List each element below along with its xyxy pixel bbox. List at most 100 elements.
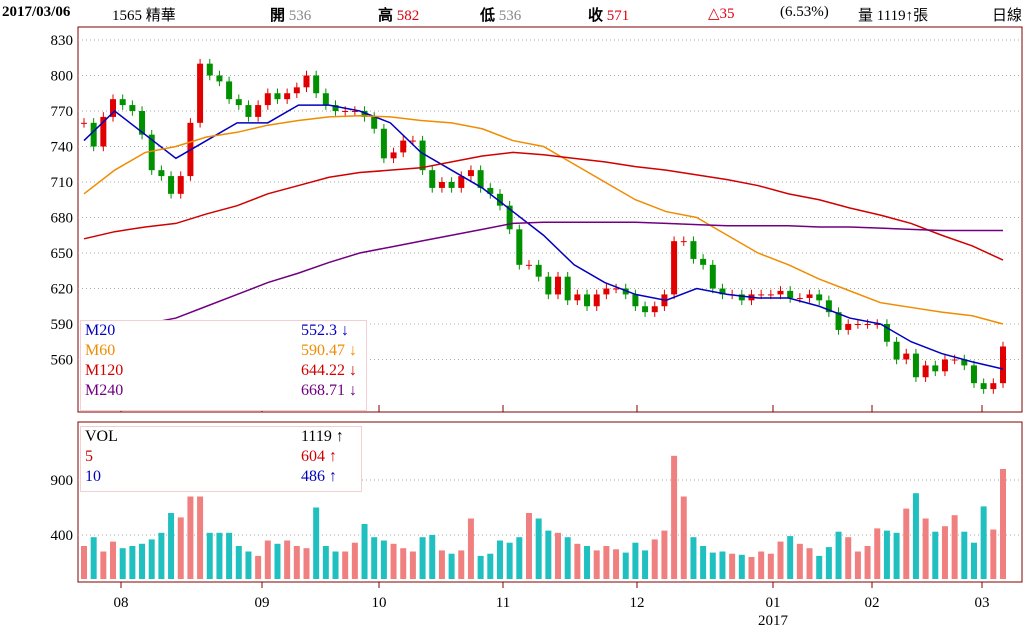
candle [690, 241, 697, 259]
volume-bar [584, 546, 591, 579]
volume-bar [361, 524, 368, 579]
candle [564, 276, 571, 301]
candle [129, 105, 136, 111]
volume-legend: VOL 1119 ↑ 5 604 ↑ 10 486 ↑ [80, 426, 362, 492]
candle [709, 264, 716, 289]
candle [825, 300, 832, 313]
volume: 量 1119↑張 [858, 8, 929, 24]
volume-bar [806, 548, 813, 579]
volume-bar [284, 540, 291, 579]
x-tick-label: 03 [975, 595, 990, 611]
candle [680, 241, 687, 243]
volume-bar [922, 518, 929, 579]
volume-bar [729, 553, 736, 579]
candle [545, 276, 552, 295]
volume-bar [158, 532, 165, 579]
period[interactable]: 日線 [992, 8, 1023, 24]
legend-name: M240 [85, 382, 124, 399]
volume-bar [322, 546, 329, 579]
volume-bar [642, 550, 649, 579]
volume-bar [700, 546, 707, 579]
candle [90, 122, 97, 147]
volume-bar [651, 539, 658, 579]
volume-bar [342, 551, 349, 579]
volume-bar [516, 537, 523, 579]
candle [516, 229, 523, 265]
x-tick-label: 01 [766, 595, 781, 611]
candle [284, 93, 291, 100]
ma-line-m20 [83, 104, 1004, 370]
legend-value: 668.71 ↓ [301, 382, 357, 399]
x-tick-label: 11 [496, 595, 510, 611]
volume-bar [864, 546, 871, 579]
candle [206, 63, 213, 76]
legend-value: 552.3 ↓ [301, 322, 349, 339]
candle [525, 264, 532, 266]
ma-line-m240 [83, 221, 1003, 339]
volume-bar [438, 550, 445, 579]
volume-bar [206, 532, 213, 579]
candle [303, 75, 310, 88]
candle [796, 297, 803, 299]
candle [932, 365, 939, 372]
volume-bar [351, 542, 358, 579]
price-tick-label: 830 [51, 33, 74, 49]
price-tick-label: 740 [51, 140, 74, 156]
volume-bar [525, 513, 532, 579]
candle [400, 140, 407, 153]
volume-bar [255, 555, 262, 579]
candle [438, 182, 445, 188]
volume-bar [912, 493, 919, 579]
volume-bar [293, 546, 300, 579]
legend-item: 10 486 ↑ [81, 467, 361, 487]
volume-bar [941, 526, 948, 579]
volume-bar [429, 535, 436, 579]
volume-bar [129, 546, 136, 579]
candle [458, 176, 465, 188]
volume-bar [555, 532, 562, 579]
volume-bar [564, 537, 571, 579]
candle [177, 176, 184, 194]
candle [429, 170, 436, 188]
volume-bar [400, 548, 407, 579]
legend-name: M20 [85, 322, 116, 339]
volume-bar [787, 536, 794, 579]
low: 低 536 [480, 8, 522, 24]
volume-bar [613, 549, 620, 579]
quote-header: 2017/03/06 1565 精華 開 536 高 582 低 536 收 5… [0, 0, 1024, 26]
price-tick-label: 680 [51, 211, 74, 227]
volume-bar [274, 543, 281, 579]
volume-bar [835, 531, 842, 579]
candle [961, 359, 968, 366]
candle [574, 294, 581, 301]
candle [603, 288, 610, 295]
volume-bar [1000, 469, 1006, 579]
candle [158, 170, 165, 177]
high: 高 582 [378, 8, 420, 24]
legend-value: 644.22 ↓ [301, 362, 357, 379]
volume-tick-label: 900 [51, 473, 74, 489]
candle [110, 99, 117, 117]
legend-item: M120 644.22 ↓ [81, 361, 366, 381]
candle [119, 99, 126, 106]
candle [854, 324, 861, 325]
price-tick-label: 590 [51, 317, 74, 333]
date: 2017/03/06 [2, 4, 71, 20]
candle [419, 140, 426, 171]
volume-bar [603, 546, 610, 579]
volume-bar [970, 542, 977, 579]
volume-bar [661, 530, 668, 579]
candle [990, 383, 997, 390]
volume-bar [632, 542, 639, 579]
price-tick-label: 770 [51, 104, 74, 120]
volume-bar [313, 507, 320, 579]
candle [390, 152, 397, 159]
volume-bar [390, 543, 397, 579]
volume-bar [893, 532, 900, 579]
candle [148, 134, 155, 171]
candle [787, 290, 794, 298]
candle [535, 264, 542, 277]
volume-bar [216, 532, 223, 579]
volume-bar [380, 540, 387, 579]
candles [81, 58, 1006, 394]
